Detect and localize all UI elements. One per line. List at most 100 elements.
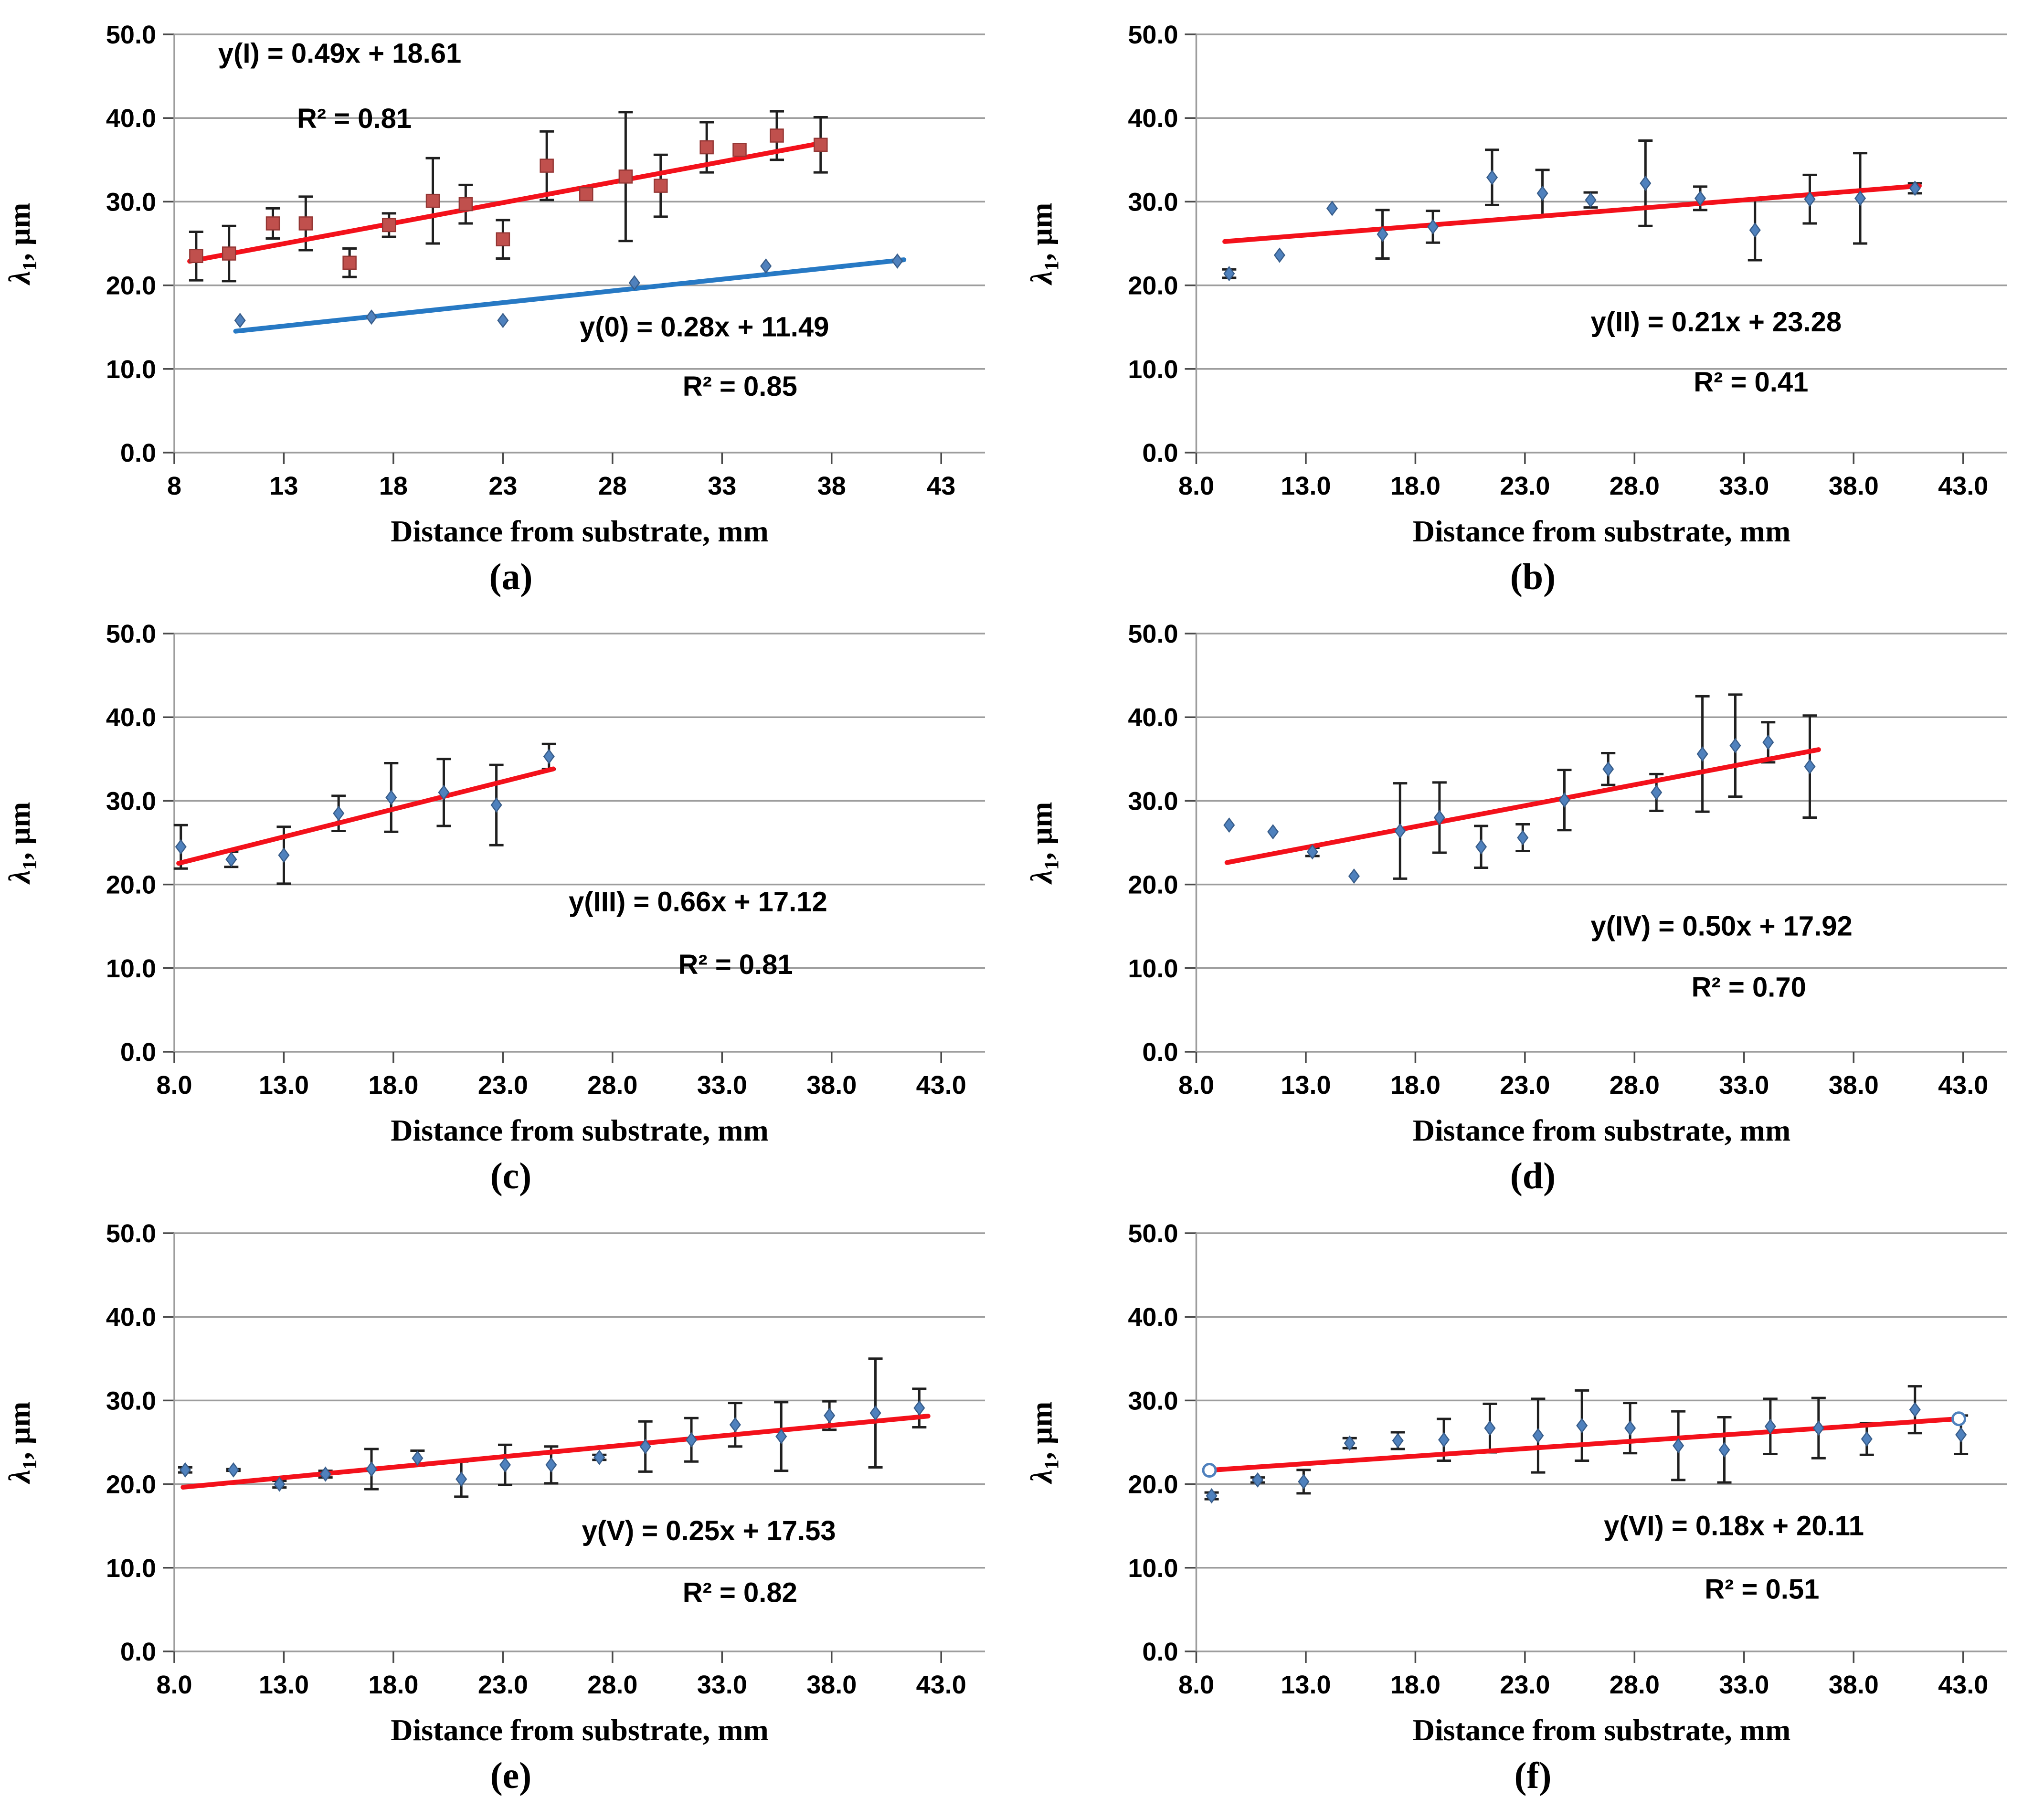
x-tick-label: 13 (269, 472, 298, 500)
data-point-diamond (1764, 1418, 1776, 1434)
x-tick-label: 43.0 (916, 1071, 966, 1100)
chart-a-caption: (a) (489, 555, 533, 597)
y-tick-label: 10.0 (1128, 954, 1178, 983)
x-axis-title: Distance from substrate, mm (391, 1113, 769, 1147)
data-point-diamond (1536, 185, 1548, 201)
x-tick-label: 43.0 (916, 1671, 966, 1699)
data-point-diamond (1651, 784, 1663, 800)
data-point-diamond (278, 847, 290, 863)
y-tick-label: 0.0 (1142, 1638, 1178, 1666)
data-point-diamond (1427, 219, 1439, 235)
x-tick-label: 8 (167, 472, 181, 500)
x-tick-label: 13.0 (1281, 1071, 1331, 1100)
data-point-diamond (365, 1461, 378, 1477)
data-point-diamond (1854, 190, 1866, 206)
chart-d-canvas: 0.0 10.0 20.0 30.0 40.0 50.0 8.0 13.0 18.0 23.0 28… (1025, 620, 2007, 1147)
data-point-diamond (1694, 190, 1706, 206)
chart-panel-d: 0.0 10.0 20.0 30.0 40.0 50.0 8.0 13.0 18.0 23.0 28… (1022, 599, 2044, 1199)
x-tick-label: 38.0 (806, 1071, 857, 1100)
data-point-diamond (438, 784, 450, 800)
y-tick-label: 20.0 (106, 1470, 156, 1499)
data-point-diamond (227, 1462, 239, 1478)
data-point-diamond (1576, 1417, 1588, 1434)
chart-panel-f: 0.0 10.0 20.0 30.0 40.0 50.0 8.0 13.0 18.0 23.0 28… (1022, 1199, 2044, 1798)
data-point-diamond (1433, 810, 1445, 825)
y-tick-label: 10.0 (106, 954, 156, 983)
data-point-square (342, 255, 357, 270)
y-axis-title: λ1, μm (2, 203, 41, 286)
trend-endpoint-marker (1951, 1411, 1967, 1427)
data-point-square (381, 218, 396, 233)
data-point-diamond (628, 275, 640, 291)
x-tick-label: 13.0 (259, 1671, 309, 1699)
data-point-diamond (1348, 868, 1360, 884)
y-tick-label: 10.0 (106, 355, 156, 384)
x-tick-label: 38.0 (806, 1671, 857, 1699)
x-axis-title: Distance from substrate, mm (1413, 1113, 1791, 1147)
data-point-diamond (1273, 247, 1285, 263)
data-point-diamond (1486, 169, 1498, 185)
chart-panel-e: 0.0 10.0 20.0 30.0 40.0 50.0 8.0 13.0 18.0 23.0 28… (0, 1199, 1022, 1798)
y-tick-label: 50.0 (106, 21, 156, 49)
y-tick-label: 10.0 (1128, 1554, 1178, 1583)
x-tick-label: 28.0 (587, 1071, 637, 1100)
y-tick-label: 20.0 (106, 871, 156, 899)
x-tick-label: 38.0 (1829, 472, 1879, 500)
r-squared-label: R² = 0.41 (1694, 367, 1808, 398)
x-tick-label: 28.0 (1610, 1671, 1660, 1699)
x-tick-label: 8.0 (156, 1671, 192, 1699)
x-tick-label: 18.0 (368, 1071, 418, 1100)
data-point-square (458, 197, 473, 212)
x-axis-title: Distance from substrate, mm (391, 514, 769, 548)
data-point-diamond (333, 805, 345, 821)
x-tick-label: 28.0 (1610, 1071, 1660, 1100)
x-tick-label: 38 (817, 472, 846, 500)
data-point-diamond (412, 1450, 424, 1466)
chart-panel-c: 0.0 10.0 20.0 30.0 40.0 50.0 8.0 13.0 18.0 23.0 28… (0, 599, 1022, 1199)
data-point-diamond (1804, 191, 1816, 207)
y-tick-label: 20.0 (1128, 871, 1178, 899)
y-tick-label: 0.0 (1142, 439, 1178, 467)
r-squared-label: R² = 0.85 (683, 371, 797, 402)
y-axis-title: λ1, μm (2, 1402, 41, 1485)
x-tick-label: 38.0 (1829, 1071, 1879, 1100)
x-tick-label: 38.0 (1829, 1671, 1879, 1699)
x-tick-label: 33.0 (1719, 1071, 1769, 1100)
x-tick-label: 8.0 (156, 1071, 192, 1100)
r-squared-label: R² = 0.81 (678, 949, 793, 980)
x-tick-label: 13.0 (1281, 472, 1331, 500)
trend-endpoint-marker (1202, 1463, 1217, 1478)
data-point-diamond (175, 839, 187, 855)
trend-line (1224, 747, 1821, 865)
data-point-diamond (1475, 839, 1487, 855)
data-point-diamond (545, 1457, 557, 1473)
equation-label: y(V) = 0.25x + 17.53 (582, 1515, 836, 1546)
chart-b-caption: (b) (1510, 555, 1556, 597)
data-point-diamond (1585, 192, 1597, 208)
r-squared-label: R² = 0.81 (297, 103, 412, 134)
data-point-square (814, 137, 828, 152)
x-tick-label: 13.0 (1281, 1671, 1331, 1699)
y-tick-label: 40.0 (1128, 703, 1178, 732)
x-axis-title: Distance from substrate, mm (1413, 514, 1791, 548)
y-tick-label: 0.0 (1142, 1038, 1178, 1067)
y-tick-label: 10.0 (106, 1554, 156, 1583)
y-tick-label: 10.0 (1128, 355, 1178, 384)
data-point-square (654, 179, 668, 193)
y-axis-title: λ1, μm (1025, 802, 1063, 885)
trend-line (1222, 183, 1922, 244)
data-point-square (189, 249, 203, 264)
y-tick-label: 0.0 (120, 1638, 156, 1666)
x-tick-label: 33.0 (1719, 1671, 1769, 1699)
data-point-diamond (1602, 761, 1614, 777)
data-point-diamond (1394, 823, 1406, 839)
data-point-diamond (869, 1405, 881, 1421)
y-tick-label: 30.0 (106, 1386, 156, 1415)
data-point-diamond (729, 1417, 741, 1433)
data-point-diamond (1206, 1488, 1218, 1504)
data-point-diamond (1909, 1402, 1921, 1417)
x-tick-label: 8.0 (1178, 1071, 1214, 1100)
x-tick-label: 28.0 (1610, 472, 1660, 500)
data-point-diamond (1861, 1431, 1873, 1447)
y-axis-title: λ1, μm (2, 802, 41, 885)
